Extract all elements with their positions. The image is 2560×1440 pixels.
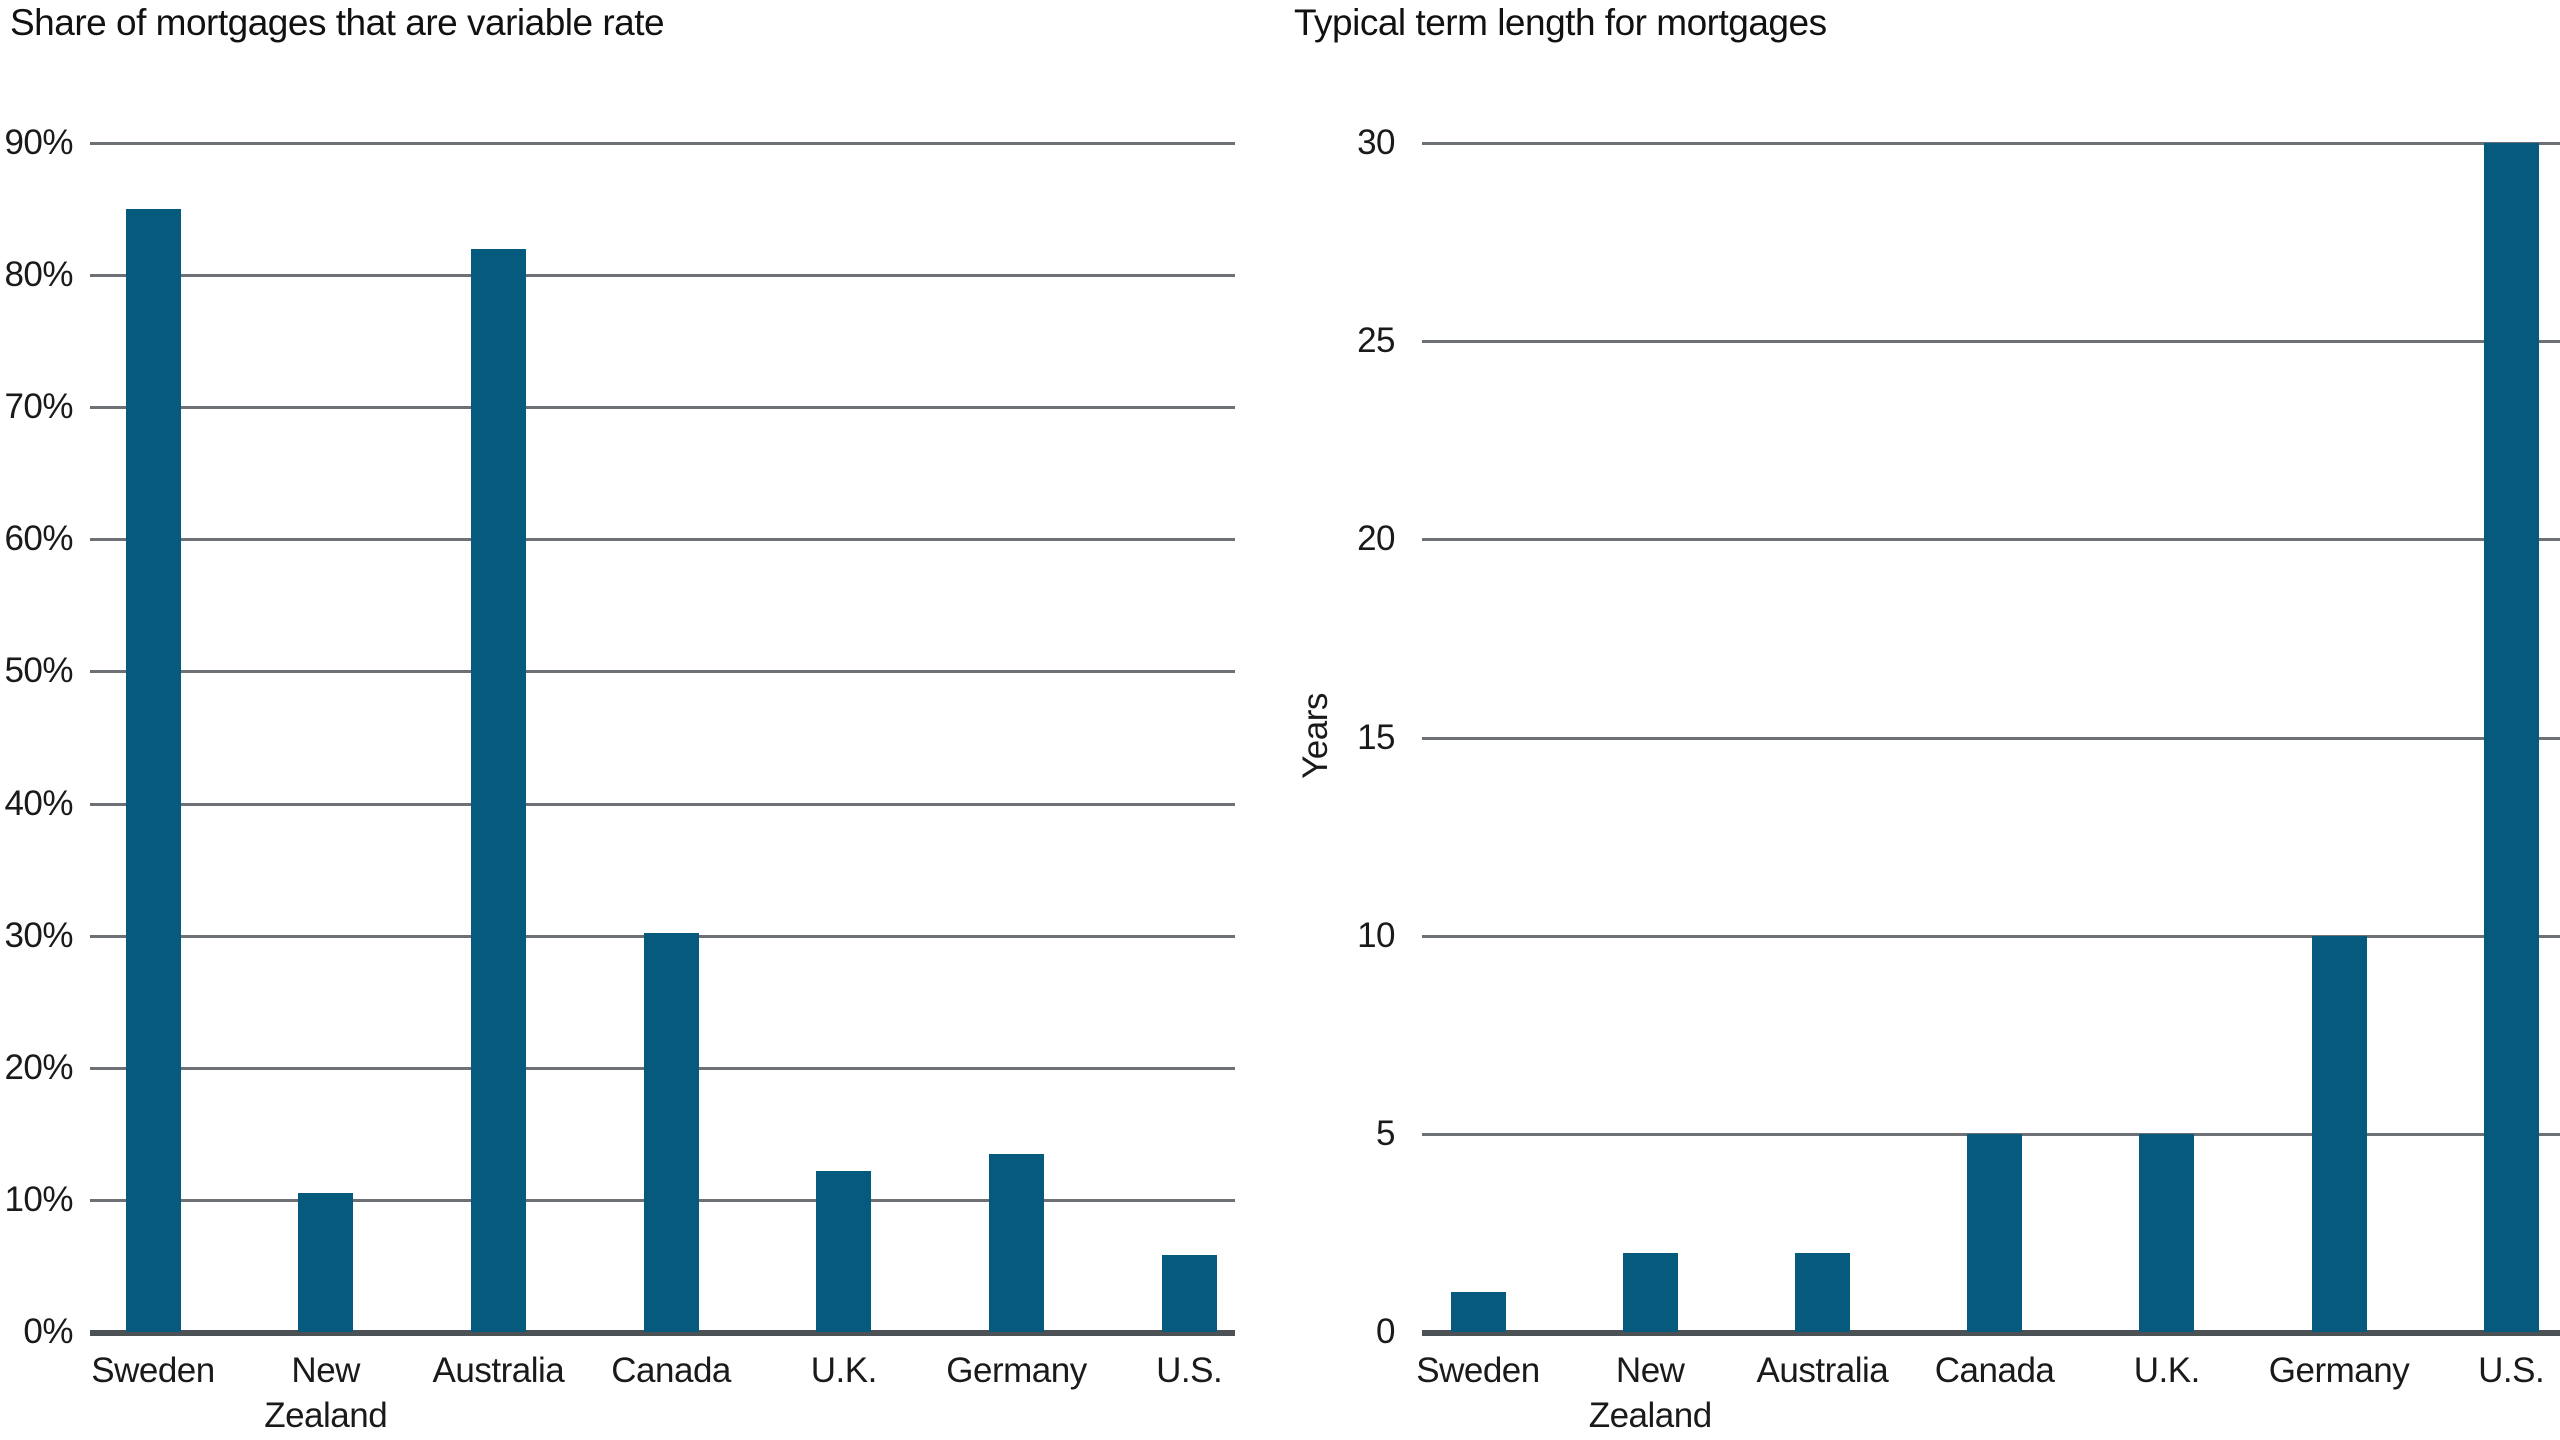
- y-tick-label: 5: [1376, 1113, 1395, 1153]
- y-gridline: [90, 142, 1235, 145]
- bar-germany: [989, 1153, 1044, 1332]
- y-gridline: [90, 538, 1235, 542]
- bar-sweden: [1450, 1292, 1506, 1332]
- bar-new-zealand: [1622, 1252, 1678, 1332]
- category-label: U.K.: [2133, 1351, 2201, 1390]
- y-tick-label: 20: [1357, 519, 1395, 559]
- y-tick-label: 60%: [4, 519, 73, 559]
- category-label: Sweden: [91, 1351, 215, 1390]
- category-label: Germany: [946, 1351, 1087, 1390]
- bar-australia: [1794, 1252, 1850, 1332]
- bar-u-k-: [816, 1170, 872, 1332]
- y-tick-label: 15: [1357, 717, 1395, 757]
- y-tick-label: 0%: [23, 1312, 73, 1351]
- y-tick-label: 10: [1357, 915, 1395, 955]
- y-gridline: [1422, 736, 2560, 740]
- y-gridline: [1422, 538, 2560, 542]
- category-label: Canada: [611, 1351, 731, 1390]
- y-tick-label: 10%: [4, 1179, 73, 1219]
- bar-australia: [470, 248, 526, 1332]
- y-gridline: [1422, 340, 2560, 344]
- category-label: U.S.: [1156, 1351, 1223, 1390]
- bar-u-k-: [2139, 1133, 2195, 1332]
- category-label: Canada: [1934, 1351, 2055, 1390]
- bar-canada: [1967, 1133, 2023, 1332]
- right-chart-title: Typical term length for mortgages: [1294, 2, 1827, 43]
- y-tick-label: 30: [1357, 123, 1395, 162]
- y-tick-label: 20%: [4, 1047, 73, 1087]
- category-label: New Zealand: [264, 1351, 388, 1435]
- y-tick-label: 80%: [4, 255, 73, 295]
- y-gridline: [1422, 934, 2560, 938]
- category-label: Australia: [1756, 1351, 1889, 1390]
- bar-germany: [2311, 935, 2367, 1332]
- category-label: U.K.: [810, 1351, 878, 1390]
- y-tick-label: 90%: [4, 123, 73, 162]
- x-axis-baseline: [1422, 1330, 2560, 1336]
- y-gridline: [1422, 142, 2560, 145]
- category-label: U.S.: [2478, 1351, 2545, 1390]
- bar-canada: [643, 933, 699, 1332]
- category-label: Sweden: [1416, 1351, 1540, 1390]
- y-tick-label: 50%: [4, 651, 73, 691]
- y-tick-label: 25: [1357, 321, 1395, 361]
- category-label: Germany: [2268, 1351, 2410, 1390]
- left-chart-title: Share of mortgages that are variable rat…: [10, 2, 665, 43]
- x-axis-baseline: [90, 1330, 1235, 1336]
- y-tick-label: 30%: [4, 915, 73, 955]
- y-tick-label: 70%: [4, 387, 73, 427]
- category-label: New Zealand: [1588, 1351, 1712, 1435]
- y-tick-label: 40%: [4, 783, 73, 823]
- y-tick-label: 0: [1376, 1312, 1395, 1351]
- bar-new-zealand: [298, 1193, 354, 1332]
- category-label: Australia: [432, 1351, 565, 1390]
- bar-u-s-: [2483, 143, 2539, 1332]
- y-gridline: [90, 802, 1235, 806]
- y-gridline: [90, 670, 1235, 674]
- bar-sweden: [125, 209, 181, 1332]
- y-gridline: [90, 406, 1235, 410]
- y-gridline: [90, 274, 1235, 278]
- bar-u-s-: [1161, 1255, 1217, 1332]
